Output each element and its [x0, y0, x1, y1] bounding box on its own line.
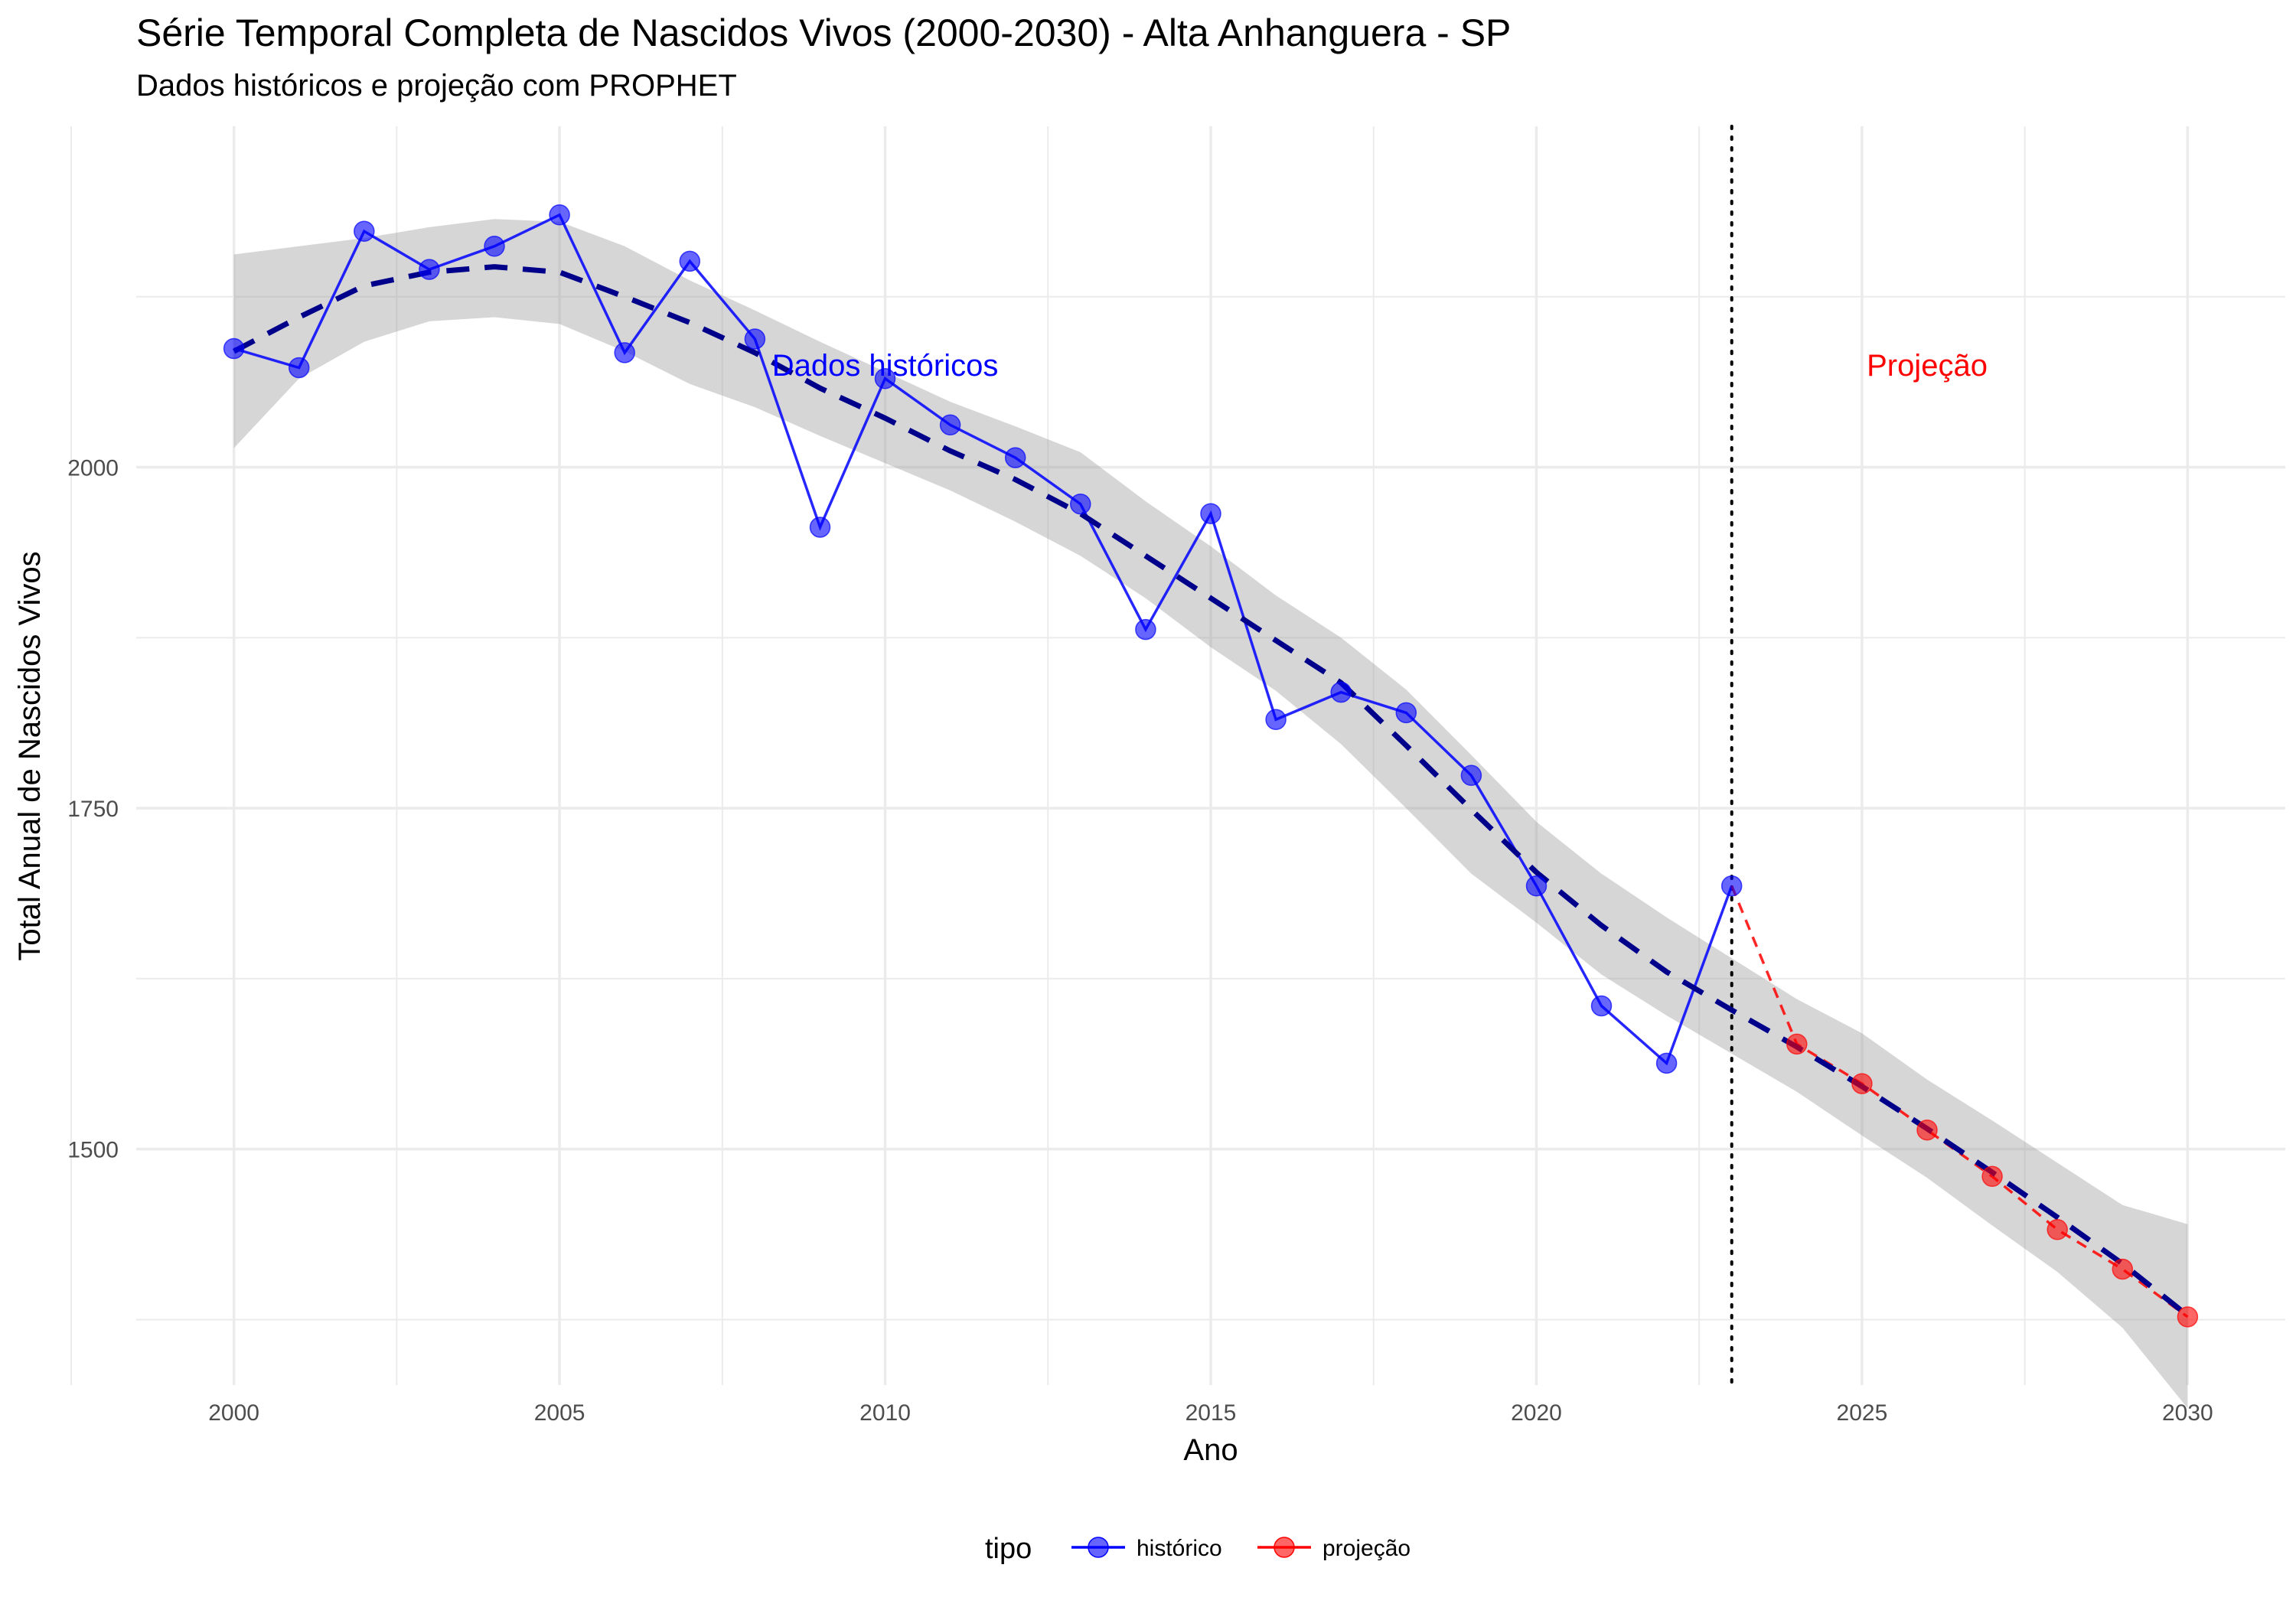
annotation-label: Dados históricos: [772, 349, 999, 383]
legend-entries: histórico projeção: [1071, 1536, 1411, 1561]
data-point-historico: [549, 204, 570, 226]
data-point-historico: [1330, 681, 1352, 703]
data-point-historico: [1460, 764, 1482, 787]
x-axis-title: Ano: [1183, 1433, 1238, 1467]
x-tick-label: 2005: [534, 1400, 585, 1426]
data-point-historico: [1004, 447, 1026, 468]
y-axis-title: Total Anual de Nascidos Vivos: [13, 551, 47, 960]
x-tick-label: 2000: [208, 1400, 259, 1426]
series-points: [223, 204, 2199, 1328]
data-point-projecao: [1786, 1033, 1808, 1055]
annotations: Dados históricos Projeção: [772, 349, 1988, 383]
data-point-historico: [1525, 875, 1548, 897]
legend-label: projeção: [1322, 1536, 1411, 1561]
series-line-historico: [233, 213, 1733, 1066]
y-tick-label: 1750: [67, 797, 119, 822]
x-tick-label: 2020: [1511, 1400, 1562, 1426]
chart-subtitle: Dados históricos e projeção com PROPHET: [136, 69, 737, 103]
data-point-historico: [223, 337, 245, 360]
series-line-projecao: [1730, 885, 2189, 1319]
data-point-historico: [1135, 618, 1156, 641]
axis-ticks: 2000 2005 2010 2015 2020 2025 2030 1500 1750 2000: [67, 456, 2213, 1426]
x-tick-label: 2010: [859, 1400, 911, 1426]
data-point-historico: [1265, 709, 1287, 731]
legend: tipo histórico projeção: [985, 1533, 1411, 1565]
data-point-historico: [679, 250, 701, 272]
y-tick-label: 2000: [67, 456, 119, 481]
y-tick-label: 1500: [67, 1138, 119, 1163]
chart-title: Série Temporal Completa de Nascidos Vivo…: [136, 11, 1511, 54]
data-point-projecao: [2177, 1306, 2199, 1328]
legend-key-point: [1274, 1537, 1295, 1558]
x-tick-label: 2025: [1837, 1400, 1888, 1426]
data-point-historico: [1395, 702, 1417, 724]
data-point-historico: [1200, 503, 1221, 524]
data-point-historico: [809, 517, 831, 538]
legend-title: tipo: [985, 1533, 1032, 1565]
data-point-historico: [484, 236, 505, 257]
grid: [70, 126, 2285, 1385]
data-point-projecao: [1851, 1073, 1873, 1094]
data-point-historico: [614, 342, 635, 363]
data-point-historico: [288, 357, 310, 379]
data-point-historico: [1590, 995, 1613, 1017]
legend-key-point: [1088, 1537, 1109, 1558]
data-point-historico: [1655, 1052, 1678, 1074]
data-point-projecao: [2112, 1258, 2134, 1280]
legend-label: histórico: [1137, 1536, 1222, 1561]
data-point-projecao: [2047, 1219, 2068, 1240]
data-point-historico: [939, 414, 961, 436]
data-point-historico: [874, 367, 896, 390]
x-tick-label: 2030: [2162, 1400, 2213, 1426]
data-point-historico: [354, 220, 375, 242]
series-lines: [233, 213, 2189, 1319]
data-point-historico: [1070, 493, 1091, 515]
annotation-label: Projeção: [1867, 349, 1988, 383]
x-tick-label: 2015: [1186, 1400, 1237, 1426]
data-point-historico: [744, 328, 766, 350]
data-point-historico: [419, 259, 440, 280]
data-point-historico: [1720, 875, 1743, 897]
data-point-projecao: [1981, 1165, 2003, 1188]
data-point-projecao: [1916, 1119, 1938, 1141]
